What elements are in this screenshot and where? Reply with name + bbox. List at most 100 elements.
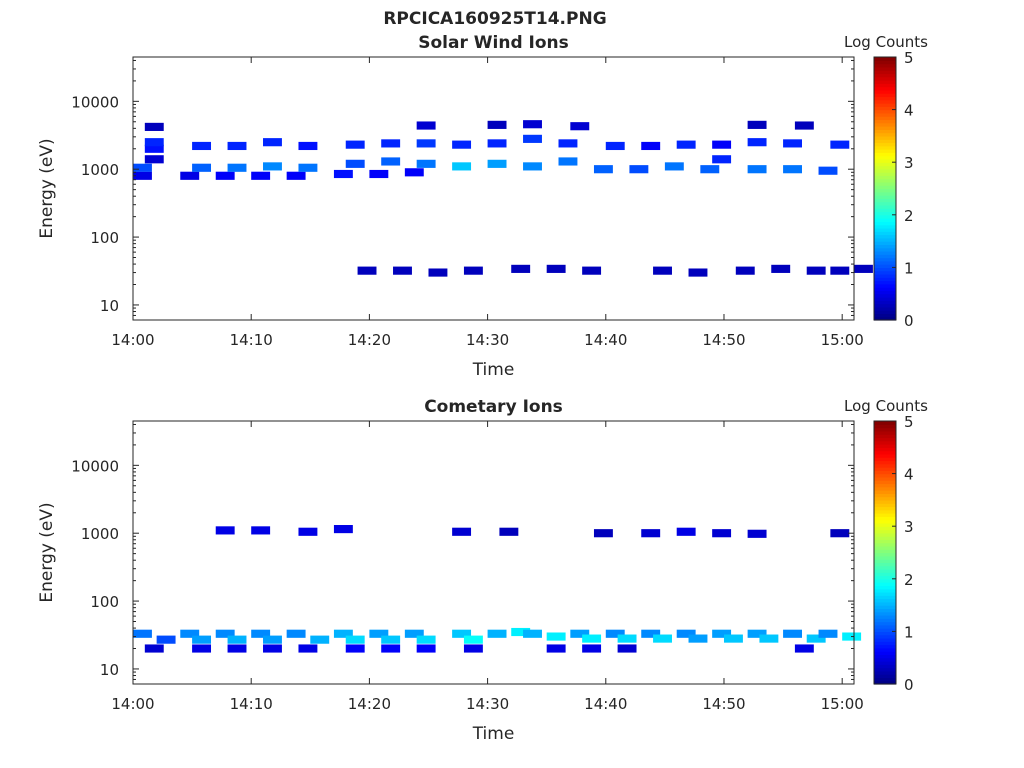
heatmap-cell <box>487 629 507 638</box>
heatmap-cell <box>523 162 542 171</box>
heatmap-cells <box>133 525 862 653</box>
colorbar-segment <box>874 303 896 308</box>
colorbar-segment <box>874 142 896 147</box>
y-tick-label: 100 <box>90 593 119 611</box>
colorbar-segment <box>874 591 896 596</box>
heatmap-cell <box>404 629 424 638</box>
y-tick-label: 100 <box>90 229 119 247</box>
heatmap-cell <box>251 171 271 180</box>
colorbar-segment <box>874 96 896 101</box>
colorbar-segment <box>874 109 896 114</box>
heatmap-cell <box>463 644 483 653</box>
colorbar-segment <box>874 126 896 130</box>
colorbar-segment <box>874 437 896 442</box>
colorbar-segment <box>874 267 896 272</box>
colorbar-segment <box>874 316 896 321</box>
colorbar-segment <box>874 198 896 203</box>
colorbar-tick-label: 3 <box>904 518 914 536</box>
colorbar-segment <box>874 260 896 265</box>
colorbar-segment <box>874 129 896 134</box>
heatmap-cell <box>558 157 578 166</box>
y-tick-label: 10 <box>100 297 119 315</box>
heatmap-cell <box>381 644 401 653</box>
colorbar-segment <box>874 568 896 573</box>
heatmap-cell <box>818 166 838 175</box>
colorbar-segment <box>874 73 896 78</box>
colorbar-tick-label: 0 <box>904 676 914 694</box>
colorbar-segment <box>874 241 896 245</box>
colorbar-segment <box>874 637 896 642</box>
heatmap-cell <box>487 139 507 148</box>
colorbar-frame <box>873 420 897 685</box>
colorbar-segment <box>874 306 896 311</box>
colorbar-segment <box>874 618 896 623</box>
heatmap-cell <box>144 138 164 147</box>
y-axis-label: Energy (eV) <box>37 502 57 602</box>
heatmap-cell <box>641 629 661 638</box>
colorbar-segment <box>874 63 896 68</box>
heatmap-cell <box>227 141 247 151</box>
colorbar-segment <box>874 208 896 213</box>
colorbar-segment <box>874 555 896 560</box>
colorbar-segment <box>874 86 896 91</box>
colorbar-segment <box>874 270 896 275</box>
colorbar-label: Log Counts <box>844 33 928 51</box>
heatmap-cell <box>688 634 708 643</box>
colorbar-segment <box>874 234 896 239</box>
heatmap-cell <box>263 138 282 147</box>
colorbar-segment <box>874 614 896 619</box>
chart-title: Cometary Ions <box>424 397 563 417</box>
heatmap-cell <box>854 264 873 273</box>
heatmap-cell <box>700 165 720 174</box>
heatmap-cell <box>487 120 507 129</box>
heatmap-cell <box>511 264 531 273</box>
colorbar-segment <box>874 247 896 252</box>
colorbar-segment <box>874 421 896 425</box>
colorbar-frame <box>873 56 897 321</box>
heatmap-cell <box>381 139 401 148</box>
colorbar-segment <box>874 122 896 127</box>
colorbar-segment <box>874 290 896 295</box>
colorbar-segment <box>874 601 896 606</box>
colorbar-segment <box>874 280 896 285</box>
colorbar-segment <box>874 493 896 498</box>
heatmap-cell <box>357 266 377 275</box>
colorbar-segment <box>874 628 896 632</box>
colorbar-segment <box>874 575 896 580</box>
colorbar-segment <box>874 588 896 593</box>
colorbar-segment <box>874 57 896 61</box>
colorbar-segment <box>874 158 896 163</box>
colorbar-segment <box>874 476 896 481</box>
colorbar-segment <box>874 582 896 586</box>
heatmap-cell <box>629 165 649 174</box>
heatmap-cell <box>523 120 542 129</box>
colorbar-segment <box>874 447 896 452</box>
y-tick-label: 1000 <box>81 525 119 543</box>
colorbar-segment <box>874 621 896 626</box>
colorbar-segment <box>874 162 896 167</box>
heatmap-cell <box>570 629 590 638</box>
heatmap-cell <box>653 634 672 643</box>
heatmap-cell <box>156 635 176 644</box>
colorbar-segment <box>874 516 896 521</box>
colorbar-segment <box>874 559 896 563</box>
colorbar-segment <box>874 254 896 259</box>
colorbar-tick-label: 4 <box>904 466 914 484</box>
x-tick-label: 14:10 <box>230 695 273 713</box>
heatmap-cell <box>192 163 212 172</box>
colorbar-segment <box>874 519 896 524</box>
colorbar-segment <box>874 250 896 255</box>
heatmap-cell <box>192 644 212 653</box>
colorbar-segment <box>874 132 896 137</box>
colorbar-segment <box>874 211 896 216</box>
heatmap-cell <box>463 635 483 644</box>
colorbar-segment <box>874 660 896 665</box>
heatmap-cell <box>676 140 696 149</box>
colorbar-segment <box>874 532 896 537</box>
colorbar-segment <box>874 112 896 117</box>
figure-title: RPCICA160925T14.PNG <box>383 9 606 29</box>
heatmap-cell <box>546 264 566 273</box>
colorbar-segment <box>874 578 896 583</box>
colorbar-segment <box>874 70 896 75</box>
